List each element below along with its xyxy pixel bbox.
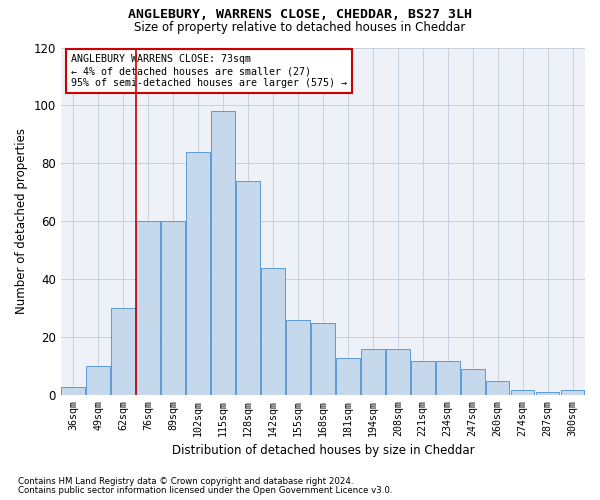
Bar	[461, 369, 485, 396]
Text: Size of property relative to detached houses in Cheddar: Size of property relative to detached ho…	[134, 21, 466, 34]
Bar	[136, 222, 160, 396]
Bar	[436, 360, 460, 396]
Bar	[112, 308, 135, 396]
Bar	[161, 222, 185, 396]
Text: ANGLEBURY, WARRENS CLOSE, CHEDDAR, BS27 3LH: ANGLEBURY, WARRENS CLOSE, CHEDDAR, BS27 …	[128, 8, 472, 20]
Text: ANGLEBURY WARRENS CLOSE: 73sqm
← 4% of detached houses are smaller (27)
95% of s: ANGLEBURY WARRENS CLOSE: 73sqm ← 4% of d…	[71, 54, 347, 88]
Bar	[61, 386, 85, 396]
Bar	[286, 320, 310, 396]
Text: Contains public sector information licensed under the Open Government Licence v3: Contains public sector information licen…	[18, 486, 392, 495]
Bar	[211, 112, 235, 396]
Bar	[336, 358, 360, 396]
X-axis label: Distribution of detached houses by size in Cheddar: Distribution of detached houses by size …	[172, 444, 474, 458]
Bar	[486, 381, 509, 396]
Bar	[361, 349, 385, 396]
Bar	[511, 390, 535, 396]
Bar	[86, 366, 110, 396]
Y-axis label: Number of detached properties: Number of detached properties	[15, 128, 28, 314]
Bar	[236, 181, 260, 396]
Bar	[411, 360, 434, 396]
Bar	[386, 349, 410, 396]
Text: Contains HM Land Registry data © Crown copyright and database right 2024.: Contains HM Land Registry data © Crown c…	[18, 477, 353, 486]
Bar	[261, 268, 285, 396]
Bar	[536, 392, 559, 396]
Bar	[560, 390, 584, 396]
Bar	[186, 152, 210, 396]
Bar	[311, 323, 335, 396]
